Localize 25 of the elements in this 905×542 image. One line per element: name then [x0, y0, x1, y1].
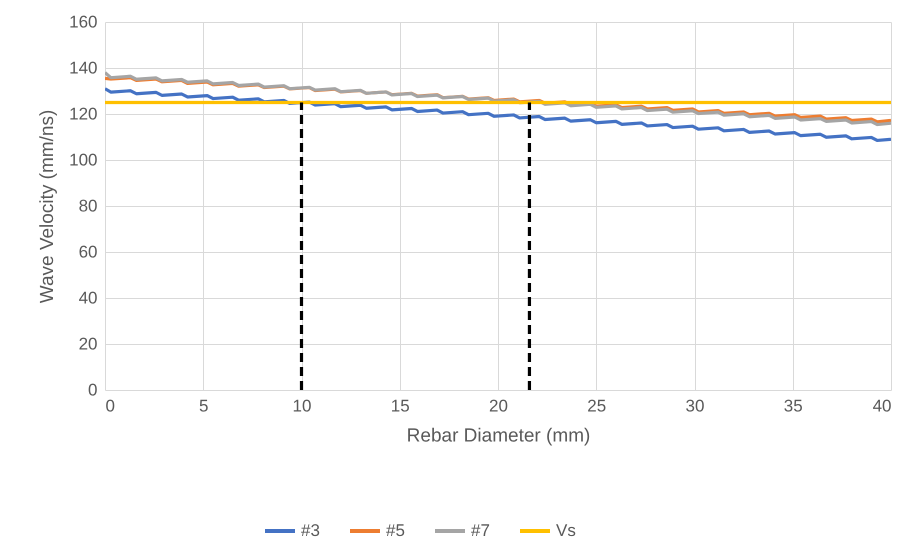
y-tick-label: 120: [69, 104, 98, 124]
legend-label: #5: [386, 521, 405, 540]
x-tick-label: 35: [784, 396, 803, 416]
y-tick-label: 140: [69, 58, 98, 78]
legend-label: #3: [301, 521, 320, 540]
y-tick-label: 160: [69, 12, 98, 32]
x-tick-label: 10: [292, 396, 312, 416]
x-tick-label: 30: [686, 396, 704, 416]
line-series: [105, 87, 891, 142]
x-tick-label: 25: [587, 396, 606, 416]
y-tick-label: 60: [78, 242, 98, 262]
y-tick-label: 20: [78, 334, 98, 354]
legend-label: Vs: [556, 521, 576, 540]
x-tick-label: 40: [872, 396, 892, 416]
y-tick-label: 40: [78, 288, 98, 308]
y-axis-title: Wave Velocity (mm/ns): [37, 110, 58, 304]
legend-label: #7: [471, 521, 490, 540]
y-tick-label: 100: [69, 150, 98, 170]
x-tick-label: 20: [489, 396, 508, 416]
y-tick-label: 80: [78, 196, 98, 216]
x-tick-label: 0: [106, 396, 115, 416]
y-tick-label: 0: [88, 380, 98, 400]
x-axis-title: Rebar Diameter (mm): [406, 426, 590, 446]
x-tick-label: 5: [199, 396, 208, 416]
x-tick-label: 15: [390, 396, 410, 416]
